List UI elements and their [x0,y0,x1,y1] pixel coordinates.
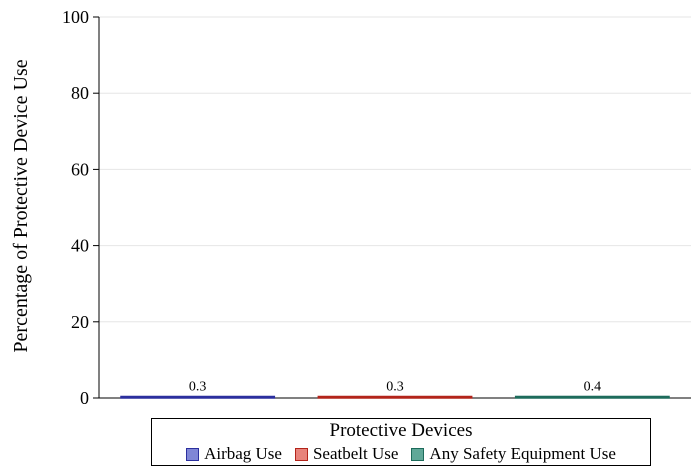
y-tick-label: 80 [71,83,89,103]
legend-label: Seatbelt Use [312,444,399,463]
bar-any-safety-equipment-use [514,395,670,399]
legend-label: Any Safety Equipment Use [429,444,616,463]
legend-item: Any Safety Equipment Use [411,444,616,464]
bar-seatbelt-use [317,395,473,399]
bar-airbag-use [120,395,276,399]
legend: Protective Devices Airbag Use Seatbelt Us… [151,418,651,466]
y-tick-label: 40 [71,236,89,256]
gridlines [99,16,691,323]
legend-items: Airbag Use Seatbelt Use Any Safety Equipme… [152,444,650,464]
bars [120,395,670,399]
bar-value-label: 0.3 [189,380,207,395]
y-tick-label: 20 [71,312,89,332]
legend-label: Airbag Use [204,444,282,463]
y-axis-label: Percentage of Protective Device Use [10,59,32,352]
legend-swatch [411,447,425,461]
y-tick-label: 0 [80,388,89,408]
bar-value-label: 0.3 [386,380,404,395]
legend-title: Protective Devices [329,420,473,441]
legend-swatch [186,447,200,461]
y-tick-label: 100 [62,7,89,27]
bar-labels: 0.3 0.3 0.4 [189,379,601,394]
y-tick-label: 60 [71,159,89,179]
legend-item: Seatbelt Use [294,444,399,464]
axes: 0 20 40 60 80 100 [62,7,691,408]
legend-item: Airbag Use [186,444,282,464]
bar-value-label: 0.4 [584,379,602,394]
legend-swatch [294,447,308,461]
